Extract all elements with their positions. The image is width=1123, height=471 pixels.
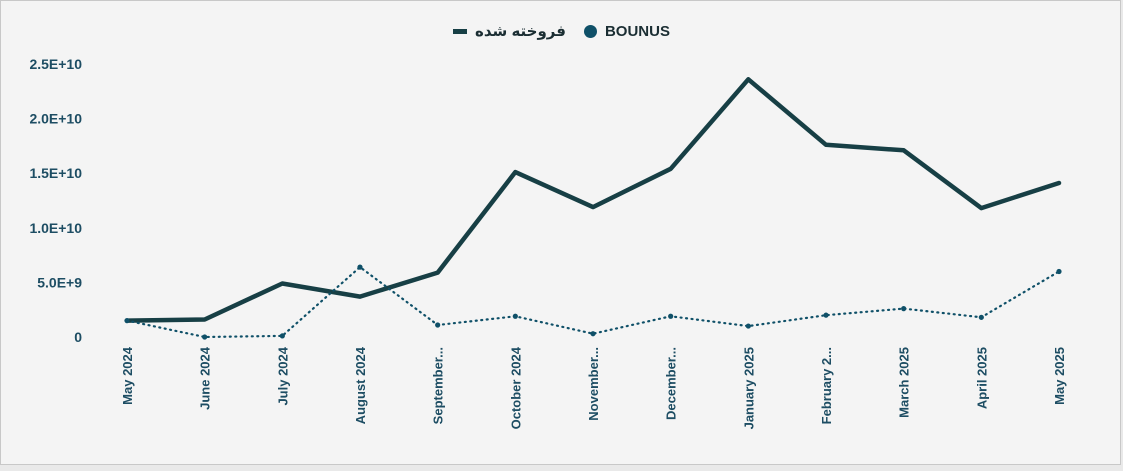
bonus-data-point[interactable] — [668, 313, 674, 319]
y-tick-label: 2.0E+10 — [29, 111, 82, 127]
y-tick-label: 1.0E+10 — [29, 220, 82, 236]
legend-label-bonus: BOUNUS — [604, 22, 670, 40]
y-tick-label: 1.5E+10 — [29, 165, 82, 181]
legend-item-bonus[interactable]: BOUNUS — [583, 22, 670, 40]
y-tick-label: 5.0E+9 — [37, 274, 82, 290]
x-tick-label: May 2025 — [1052, 347, 1067, 405]
bonus-data-point[interactable] — [202, 334, 208, 340]
x-tick-label: September... — [431, 347, 446, 424]
x-tick-label: March 2025 — [897, 347, 912, 418]
series-line-bonus[interactable] — [125, 266, 1061, 339]
bonus-data-point[interactable] — [435, 322, 441, 328]
x-tick-label: November... — [586, 347, 601, 421]
bonus-data-point[interactable] — [901, 306, 907, 312]
x-tick-label: April 2025 — [974, 347, 989, 409]
bonus-data-point[interactable] — [745, 323, 751, 329]
y-tick-label: 2.5E+10 — [29, 56, 82, 72]
bonus-data-point[interactable] — [357, 264, 363, 270]
legend-label-sold: فروخته شده — [475, 23, 566, 40]
x-tick-label: August 2024 — [353, 346, 368, 424]
x-tick-label: January 2025 — [741, 347, 756, 429]
series-layer — [124, 77, 1062, 340]
x-tick-label: July 2024 — [275, 346, 290, 405]
y-axis: 0 5.0E+9 1.0E+10 1.5E+10 2.0E+10 2.5E+10 — [29, 56, 82, 345]
series-line-sold[interactable] — [124, 77, 1062, 323]
x-axis: May 2024 June 2024 July 2024 August 2024 Sep… — [120, 346, 1067, 429]
chart-legend: فروخته شده BOUNUS — [0, 22, 1123, 40]
bonus-data-point[interactable] — [1056, 268, 1062, 275]
bonus-data-point[interactable] — [512, 313, 518, 319]
x-tick-label: February 2... — [819, 347, 834, 424]
x-tick-label: October 2024 — [508, 346, 523, 429]
x-tick-label: May 2024 — [120, 346, 135, 405]
bonus-data-point[interactable] — [978, 314, 984, 320]
bonus-data-point[interactable] — [279, 333, 285, 339]
y-tick-label: 0 — [74, 329, 82, 345]
legend-line-swatch — [453, 28, 468, 34]
x-tick-label: June 2024 — [198, 346, 213, 410]
legend-item-sold[interactable]: فروخته شده — [453, 22, 566, 40]
bonus-data-point[interactable] — [823, 312, 829, 318]
x-tick-label: December... — [664, 347, 679, 420]
bonus-data-point[interactable] — [124, 318, 130, 324]
legend-dot-swatch — [583, 24, 597, 38]
bonus-data-point[interactable] — [590, 331, 596, 337]
